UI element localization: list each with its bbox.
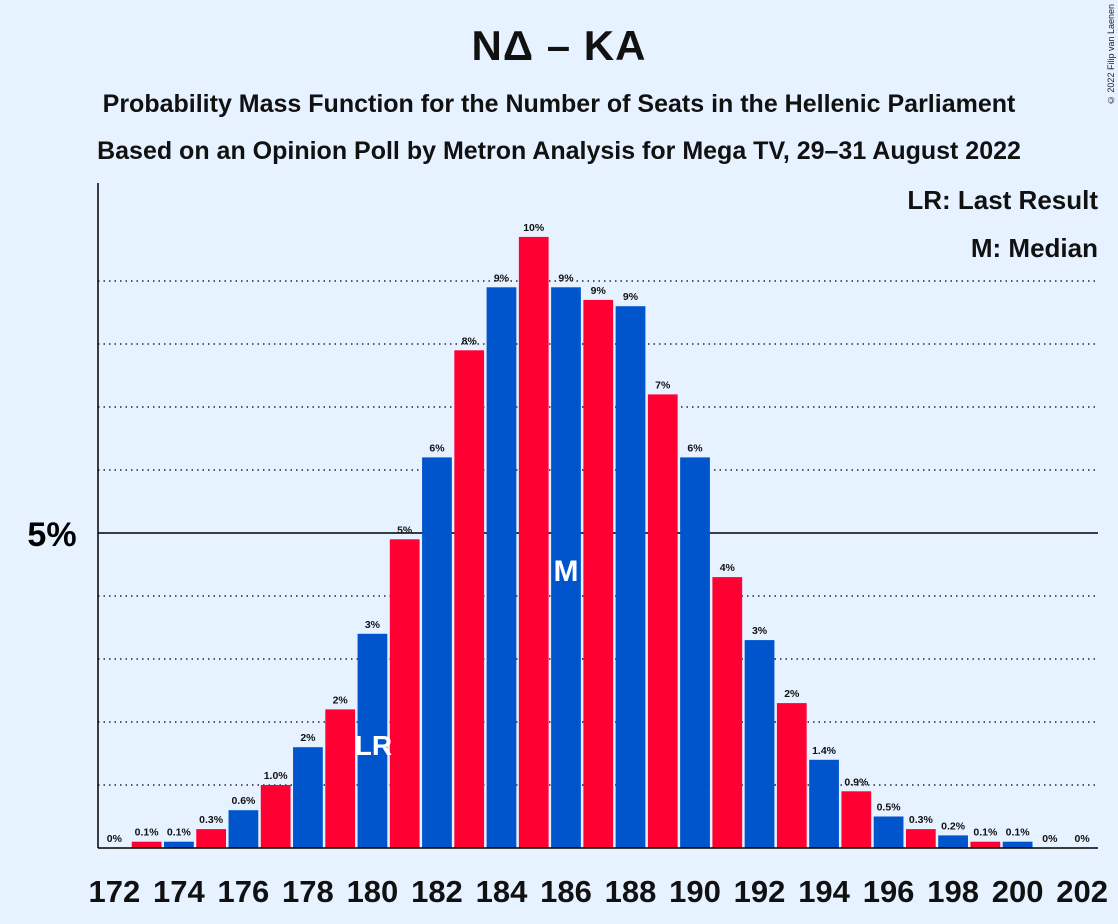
bar-label: 0.1% [973, 827, 998, 839]
bar-seat-192 [744, 640, 775, 848]
bar-label: 0.5% [877, 802, 902, 814]
bar-label: 3% [365, 619, 381, 631]
bar-seat-189 [647, 394, 678, 848]
last-result-marker: LR [355, 730, 392, 761]
bar-label: 5% [397, 524, 413, 536]
median-marker: M [553, 555, 578, 588]
x-tick-label: 176 [218, 874, 270, 909]
bar-seat-193 [776, 703, 807, 848]
bar-seat-196 [873, 816, 904, 848]
bar-seat-197 [905, 829, 936, 848]
bar-seat-191 [712, 577, 743, 848]
bar-label: 9% [494, 272, 510, 284]
y-tick-label: 5% [27, 516, 76, 554]
bar-seat-176 [228, 810, 259, 848]
bar-label: 2% [300, 732, 316, 744]
x-tick-label: 174 [153, 874, 205, 909]
bar-seat-187 [583, 299, 614, 848]
x-tick-label: 194 [798, 874, 850, 909]
bar-label: 0.1% [167, 827, 192, 839]
bar-seat-174 [164, 841, 194, 848]
bar-label: 9% [558, 272, 574, 284]
bar-label: 2% [333, 694, 349, 706]
bar-label: 9% [591, 285, 607, 297]
bar-label: 0.1% [135, 827, 160, 839]
x-tick-label: 180 [347, 874, 399, 909]
x-tick-label: 188 [605, 874, 657, 909]
x-tick-label: 172 [89, 874, 141, 909]
bar-seat-199 [970, 841, 1001, 848]
bar-seat-177 [260, 785, 291, 848]
bar-seat-175 [196, 829, 227, 848]
bar-seat-184 [486, 287, 517, 848]
bar-label: 0.6% [231, 795, 256, 807]
bar-seat-179 [325, 709, 356, 848]
bar-seat-194 [809, 759, 839, 848]
bar-seat-200 [1002, 841, 1033, 848]
x-tick-label: 192 [734, 874, 786, 909]
bar-label: 6% [687, 442, 703, 454]
bar-seat-183 [454, 350, 485, 848]
bar-label: 0.1% [1006, 827, 1031, 839]
chart-subtitle: Probability Mass Function for the Number… [102, 90, 1016, 118]
bar-label: 0.2% [941, 820, 966, 832]
x-tick-label: 182 [411, 874, 463, 909]
x-tick-label: 184 [476, 874, 528, 909]
bar-label: 0% [107, 833, 123, 845]
bar-label: 10% [523, 222, 545, 234]
bar-label: 1.4% [812, 745, 837, 757]
bar-label: 0% [1042, 833, 1058, 845]
bar-label: 2% [784, 688, 800, 700]
bar-label: 6% [429, 442, 445, 454]
x-tick-label: 178 [282, 874, 334, 909]
x-tick-label: 200 [992, 874, 1044, 909]
bar-seat-195 [841, 791, 872, 848]
bar-seat-181 [389, 539, 420, 848]
bar-label: 8% [462, 335, 478, 347]
chart-subtitle-source: Based on an Opinion Poll by Metron Analy… [97, 137, 1021, 165]
x-tick-label: 198 [927, 874, 979, 909]
bar-seat-188 [615, 306, 646, 848]
bar-label: 0.3% [909, 814, 934, 826]
legend-median: M: Median [970, 233, 1098, 263]
bar-seat-198 [938, 835, 968, 848]
bar-seat-178 [293, 747, 323, 848]
bar-label: 4% [720, 562, 736, 574]
bar-seat-182 [422, 457, 452, 848]
bar-seat-173 [131, 841, 162, 848]
bar-label: 1.0% [264, 770, 289, 782]
bar-label: 0% [1075, 833, 1091, 845]
legend-last-result: LR: Last Result [907, 185, 1098, 215]
bar-seat-185 [518, 236, 549, 848]
bar-label: 3% [752, 625, 768, 637]
x-tick-label: 186 [540, 874, 592, 909]
bar-label: 0.9% [844, 776, 869, 788]
bar-label: 9% [623, 291, 639, 303]
x-tick-label: 202 [1056, 874, 1108, 909]
bar-label: 0.3% [199, 814, 224, 826]
x-tick-label: 196 [863, 874, 915, 909]
x-tick-label: 190 [669, 874, 721, 909]
bar-seat-180 [357, 633, 388, 848]
bar-seat-190 [680, 457, 710, 848]
bar-label: 7% [655, 379, 671, 391]
bar-seat-186 [551, 287, 581, 848]
chart-title: NΔ – KA [471, 22, 647, 69]
